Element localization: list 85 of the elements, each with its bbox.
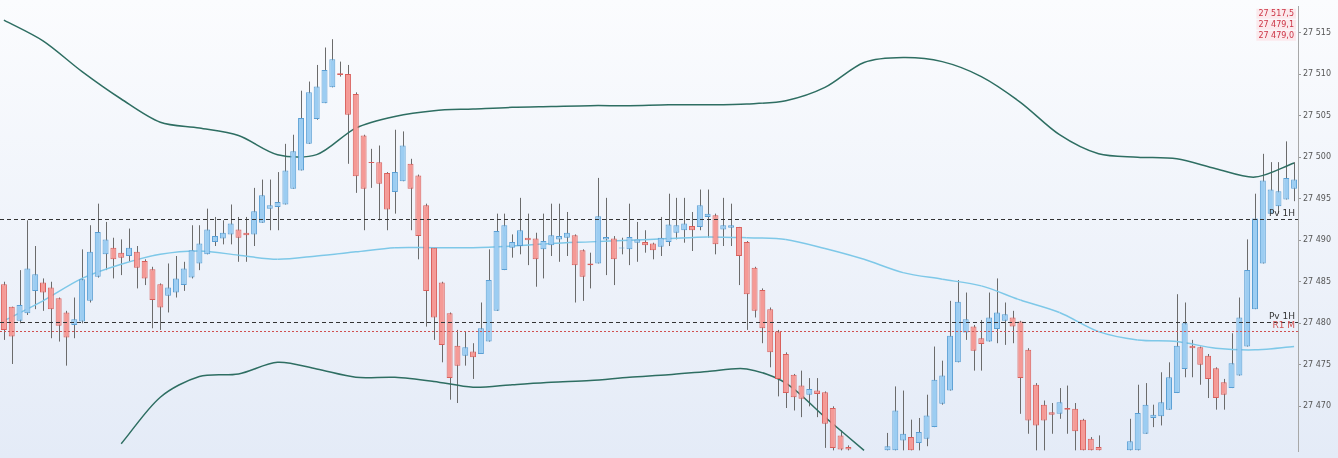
candlestick	[251, 187, 258, 247]
candlestick	[728, 203, 735, 247]
candlestick	[1126, 418, 1133, 451]
candlestick	[204, 208, 211, 255]
candlestick	[180, 261, 187, 292]
candlestick	[907, 419, 914, 451]
candlestick	[986, 292, 993, 343]
candlestick	[118, 238, 125, 276]
candlestick	[915, 417, 922, 451]
candlestick	[673, 197, 680, 240]
candlestick	[610, 235, 617, 286]
candlestick	[657, 216, 664, 257]
candlestick	[1283, 140, 1290, 201]
line-series	[3, 19, 1295, 178]
candlestick	[454, 329, 461, 404]
y-tick-label: 27 470	[1303, 401, 1331, 411]
candlestick	[63, 310, 70, 367]
candlestick	[563, 211, 570, 257]
candlestick	[665, 193, 672, 247]
candlestick	[274, 171, 281, 231]
y-tick-label: 27 515	[1303, 27, 1331, 37]
y-tick-label: 27 495	[1303, 193, 1331, 203]
ref-line-label: Pv 1H	[1268, 208, 1295, 219]
candlestick	[212, 216, 219, 247]
line-series	[120, 361, 865, 452]
candlestick	[197, 224, 202, 271]
candlestick	[516, 197, 523, 255]
candlestick	[532, 232, 539, 288]
candlestick	[141, 258, 148, 286]
candlestick	[71, 297, 78, 339]
candlestick	[1205, 353, 1212, 399]
candlestick	[158, 282, 163, 331]
candlestick	[32, 245, 39, 310]
candlestick	[40, 277, 46, 312]
candlestick	[626, 203, 633, 266]
y-tick-label: 27 500	[1303, 152, 1331, 162]
candlestick	[1221, 378, 1226, 411]
candlestick	[377, 145, 382, 221]
y-tick-label: 27 505	[1303, 110, 1331, 120]
candlestick	[696, 189, 703, 231]
candlestick	[462, 331, 469, 367]
candlestick	[47, 281, 54, 339]
candlestick	[790, 373, 797, 411]
candlestick	[391, 129, 398, 215]
candlestick	[924, 394, 929, 447]
candlestick	[1009, 310, 1016, 344]
candlestick	[548, 203, 555, 257]
y-tick-label: 27 510	[1303, 69, 1331, 79]
candlestick	[1158, 371, 1165, 426]
y-tick-label: 27 485	[1303, 276, 1331, 286]
candlestick	[799, 370, 804, 418]
candlestick	[1001, 302, 1008, 346]
candlestick	[228, 204, 233, 245]
candlestick	[126, 228, 133, 263]
annotation: 27 479,0	[1258, 30, 1294, 40]
y-tick-label: 27 475	[1303, 359, 1331, 369]
candlestick	[540, 213, 547, 279]
candlestick	[172, 255, 179, 299]
candlestick	[993, 277, 1000, 344]
candlestick	[1040, 400, 1047, 451]
candlestick	[806, 377, 813, 407]
candlestick	[102, 221, 109, 271]
candlestick	[1049, 402, 1054, 435]
annotation: 27 479,1	[1258, 19, 1294, 29]
ref-line-label: Pv 1H	[1268, 311, 1295, 322]
candlestick	[978, 319, 985, 372]
candlestick	[1228, 332, 1235, 389]
candlestick	[1057, 387, 1062, 420]
candlestick	[133, 245, 140, 289]
ref-line-label: R1 M	[1272, 320, 1295, 331]
candlestick	[407, 158, 414, 231]
candlestick	[219, 219, 226, 245]
candlestick	[110, 237, 117, 279]
candlestick	[1198, 346, 1203, 386]
y-tick-label: 27 480	[1303, 318, 1331, 328]
candlestick	[267, 179, 272, 231]
candlestick	[1072, 402, 1079, 451]
candlestick	[509, 233, 516, 259]
candlestick	[16, 269, 23, 324]
candlestick	[634, 221, 641, 263]
candlestick	[165, 262, 172, 313]
candlestick	[235, 216, 242, 263]
y-tick-label: 27 490	[1303, 235, 1331, 245]
candlestick	[963, 292, 968, 341]
annotation: 27 517,5	[1258, 8, 1294, 18]
